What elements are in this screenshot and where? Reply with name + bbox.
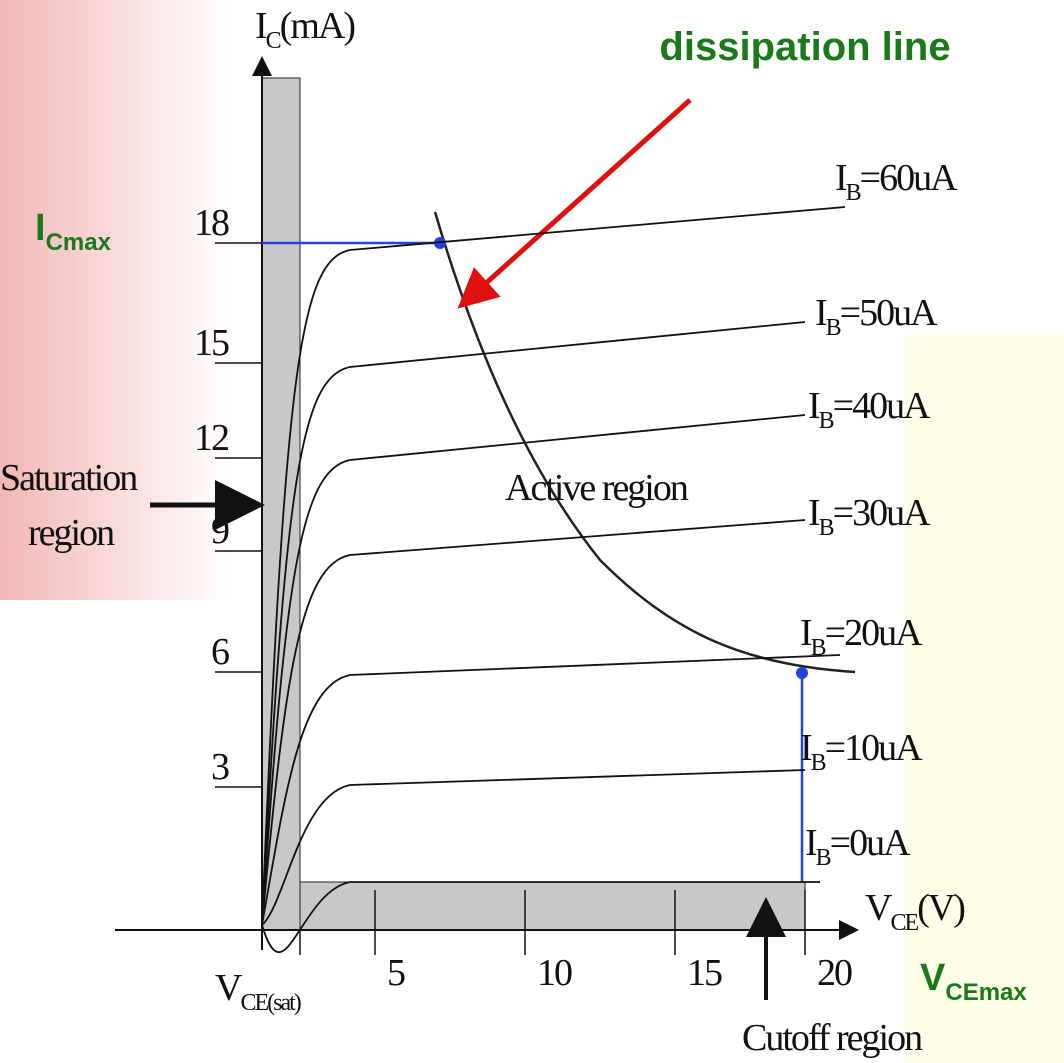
y-tick-label: 18	[194, 202, 229, 244]
ib-label-part: I	[805, 822, 817, 864]
ib-curve	[261, 654, 841, 926]
ib-label-part: =10uA	[825, 727, 923, 769]
vce-sat-label-part: CE(sat)	[240, 990, 300, 1016]
y-tick-label: 15	[194, 322, 229, 364]
ib-label: IB=10uA	[800, 727, 923, 776]
saturation-label: Saturation	[0, 457, 138, 499]
ib-curve	[261, 206, 846, 926]
ib-label-part: I	[835, 157, 847, 199]
ic-max-label-part: Cmax	[46, 229, 112, 256]
ib-label-part: =50uA	[840, 292, 938, 334]
ib-label-part: B	[816, 845, 831, 871]
ib-label: IB=0uA	[805, 822, 911, 871]
vce-sat-label-part: V	[215, 967, 243, 1009]
ib-label-part: I	[815, 292, 827, 334]
ib-label: IB=40uA	[808, 385, 931, 434]
ib-label-part: =0uA	[830, 822, 911, 864]
ib-label-part: =30uA	[833, 492, 931, 534]
cutoff-label: Cutoff region	[742, 1017, 923, 1059]
cutoff-strip	[299, 881, 806, 931]
ib-label-part: I	[808, 385, 820, 427]
vce-sat-label: VCE(sat)	[215, 967, 301, 1016]
ib-label-part: B	[811, 750, 826, 776]
saturation-label: region	[28, 512, 115, 554]
power-dissipation-curve	[433, 211, 856, 674]
ib-label: IB=60uA	[835, 157, 958, 206]
x-axis-label-part: CE	[890, 910, 918, 936]
ic-max-label-part: I	[35, 207, 46, 249]
x-tick-label: 15	[687, 952, 722, 994]
x-tick-label: 5	[387, 952, 405, 994]
y-tick-label: 12	[194, 417, 228, 459]
x-axis-label: VCE(V)	[865, 887, 964, 936]
x-tick-label: 20	[817, 952, 852, 994]
vce-max-point	[796, 667, 808, 679]
y-axis-label-part: I	[255, 5, 267, 47]
ib-label: IB=20uA	[800, 612, 923, 661]
y-axis-label-part: C	[266, 28, 281, 54]
ib-curve	[261, 321, 806, 926]
x-axis-label-part: V	[865, 887, 893, 929]
ic-max-label: ICmax	[35, 207, 112, 256]
ib-label-part: I	[800, 612, 812, 654]
ib-label-part: =60uA	[860, 157, 958, 199]
y-tick-label: 9	[211, 510, 229, 552]
ib-label-part: =20uA	[825, 612, 923, 654]
ib-label-part: B	[826, 315, 841, 341]
y-axis-label-part: (mA)	[280, 5, 355, 47]
ib-label-part: I	[808, 492, 820, 534]
x-tick-label: 10	[537, 952, 572, 994]
y-axis-label: IC(mA)	[255, 5, 354, 54]
ib-curve	[261, 769, 806, 926]
x-axis-label-part: (V)	[917, 887, 964, 929]
ib-curve	[261, 414, 806, 926]
ib-label-part: =40uA	[833, 385, 931, 427]
y-tick-label: 3	[211, 746, 229, 788]
background-panel	[905, 335, 1064, 1063]
ib-label-part: B	[819, 408, 834, 434]
ib-label: IB=30uA	[808, 492, 931, 541]
ib-curve	[261, 881, 820, 954]
active-region-label: Active region	[505, 467, 689, 509]
ib-label-part: B	[846, 180, 861, 206]
y-tick-label: 6	[211, 631, 229, 673]
background-pattern	[0, 0, 230, 600]
vce-max-label-part: V	[920, 957, 946, 999]
ib-label-part: B	[819, 515, 834, 541]
pointer-arrow	[457, 98, 692, 309]
vce-max-label-part: CEmax	[945, 979, 1027, 1006]
ib-curve	[261, 519, 806, 926]
ib-label: IB=50uA	[815, 292, 938, 341]
title: dissipation line	[659, 25, 950, 69]
ib-label-part: I	[800, 727, 812, 769]
ib-label-part: B	[811, 635, 826, 661]
vce-max-label: VCEmax	[920, 957, 1027, 1006]
